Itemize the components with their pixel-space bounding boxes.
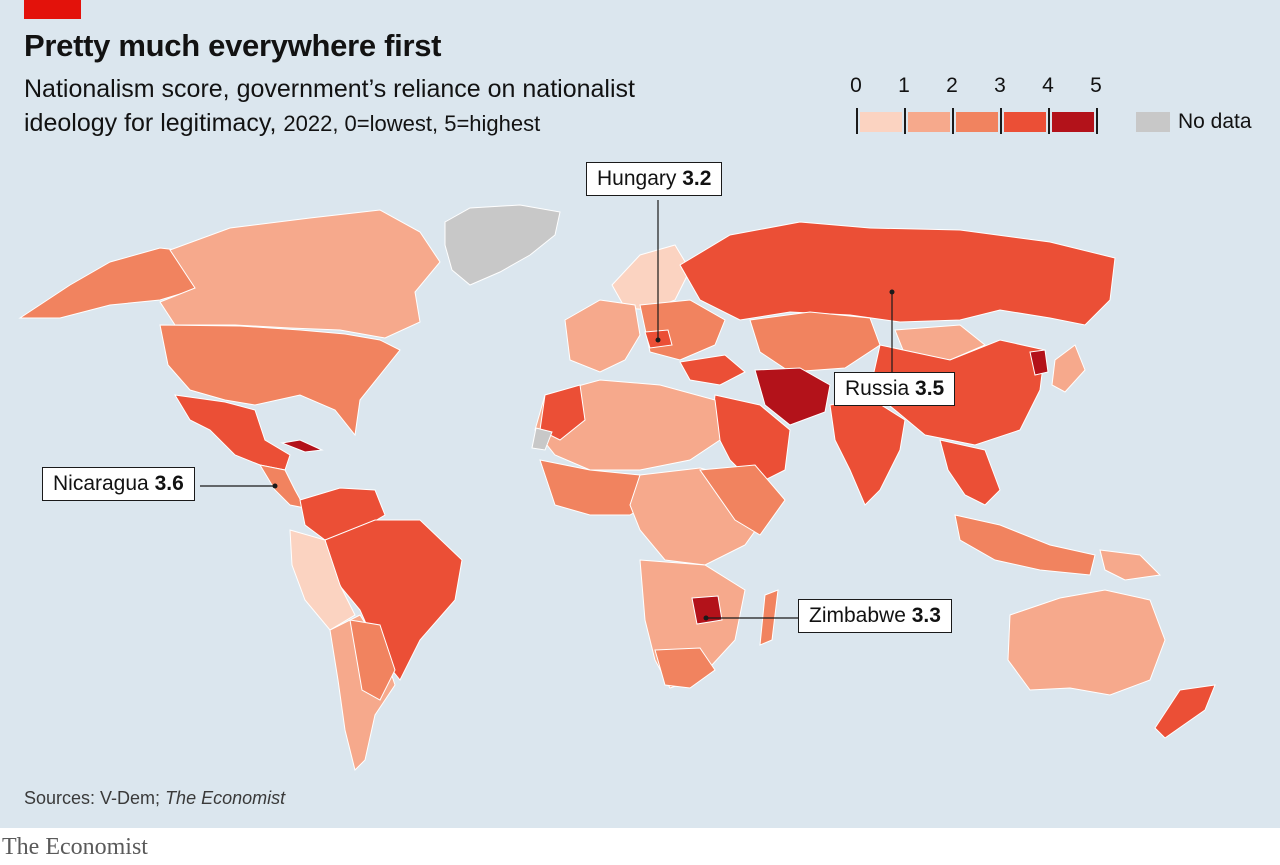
region-southeast-asia: [939, 439, 1001, 506]
callout-value: 3.5: [915, 377, 945, 400]
nicaragua-dot: [272, 483, 278, 489]
region-turkey: [679, 354, 746, 386]
legend-tick: 4: [1042, 74, 1054, 97]
region-peru-bolivia: [289, 529, 356, 631]
region-scandinavia: [611, 244, 691, 311]
legend-swatch-3-4: [1004, 112, 1046, 132]
legend-swatch-2-3: [956, 112, 998, 132]
legend-separator: [856, 108, 858, 134]
callout-nicaragua: Nicaragua 3.6: [42, 467, 195, 501]
chart-title: Pretty much everywhere first: [24, 28, 442, 63]
subtitle-main: Nationalism score, government’s reliance…: [24, 75, 635, 137]
legend-tick: 3: [994, 74, 1006, 97]
world-map: [18, 200, 1216, 771]
region-india: [829, 397, 906, 506]
region-russia: [679, 221, 1116, 326]
source-note: Sources: V-Dem; The Economist: [24, 788, 285, 809]
region-south-africa: [654, 647, 716, 689]
legend-separator: [1000, 108, 1002, 134]
hungary-dot: [655, 337, 661, 343]
brand-logo-text: The Economist: [2, 834, 148, 860]
legend-separator: [1048, 108, 1050, 134]
legend-swatch-0-1: [860, 112, 902, 132]
region-west-sahara: [531, 427, 553, 451]
region-cuba: [280, 439, 324, 453]
legend-tick: 2: [946, 74, 958, 97]
subtitle-light: 2022, 0=lowest, 5=highest: [283, 111, 541, 136]
region-iran: [754, 367, 831, 426]
region-greenland: [444, 204, 561, 286]
legend-separator: [904, 108, 906, 134]
legend-tick: 1: [898, 74, 910, 97]
legend-no-data-swatch: [1136, 112, 1170, 132]
callout-value: 3.6: [154, 472, 184, 495]
color-legend: 0 1 2 3 4 5 No data: [840, 74, 1260, 144]
callout-russia: Russia 3.5: [834, 372, 956, 406]
region-usa: [159, 324, 401, 437]
brand-red-tab: [24, 0, 81, 19]
legend-separator: [952, 108, 954, 134]
callout-name: Hungary: [597, 167, 677, 190]
legend-swatch-1-2: [908, 112, 950, 132]
callout-name: Zimbabwe: [809, 604, 906, 627]
chart-subtitle: Nationalism score, government’s reliance…: [24, 72, 724, 141]
region-western-europe: [564, 299, 641, 373]
callout-name: Nicaragua: [53, 472, 149, 495]
region-zimbabwe: [691, 595, 723, 625]
footer-bar: The Economist: [0, 828, 1280, 865]
region-papua: [1099, 549, 1162, 581]
zimbabwe-dot: [703, 615, 709, 621]
region-mexico: [174, 394, 291, 471]
legend-swatch-4-5: [1052, 112, 1094, 132]
legend-tick: 5: [1090, 74, 1102, 97]
region-eastern-europe: [639, 299, 726, 361]
source-prefix: Sources: V-Dem;: [24, 788, 161, 808]
region-north-korea: [1029, 349, 1049, 376]
legend-tick: 0: [850, 74, 862, 97]
source-italic: The Economist: [165, 788, 286, 808]
callout-name: Russia: [845, 377, 910, 400]
region-australia: [1007, 589, 1166, 696]
legend-no-data-label: No data: [1178, 110, 1252, 133]
region-new-zealand: [1154, 684, 1216, 739]
region-brazil: [324, 519, 463, 681]
region-indonesia: [954, 514, 1096, 576]
callout-hungary: Hungary 3.2: [586, 162, 723, 196]
region-east-africa: [699, 464, 786, 536]
region-canada: [159, 209, 441, 339]
region-morocco: [539, 384, 586, 441]
callout-value: 3.2: [682, 167, 712, 190]
region-argentina: [349, 619, 396, 701]
russia-dot: [889, 289, 895, 295]
callout-value: 3.3: [911, 604, 941, 627]
callout-zimbabwe: Zimbabwe 3.3: [798, 599, 952, 633]
region-central-asia: [749, 311, 881, 373]
region-japan: [1051, 344, 1086, 393]
legend-separator: [1096, 108, 1098, 134]
